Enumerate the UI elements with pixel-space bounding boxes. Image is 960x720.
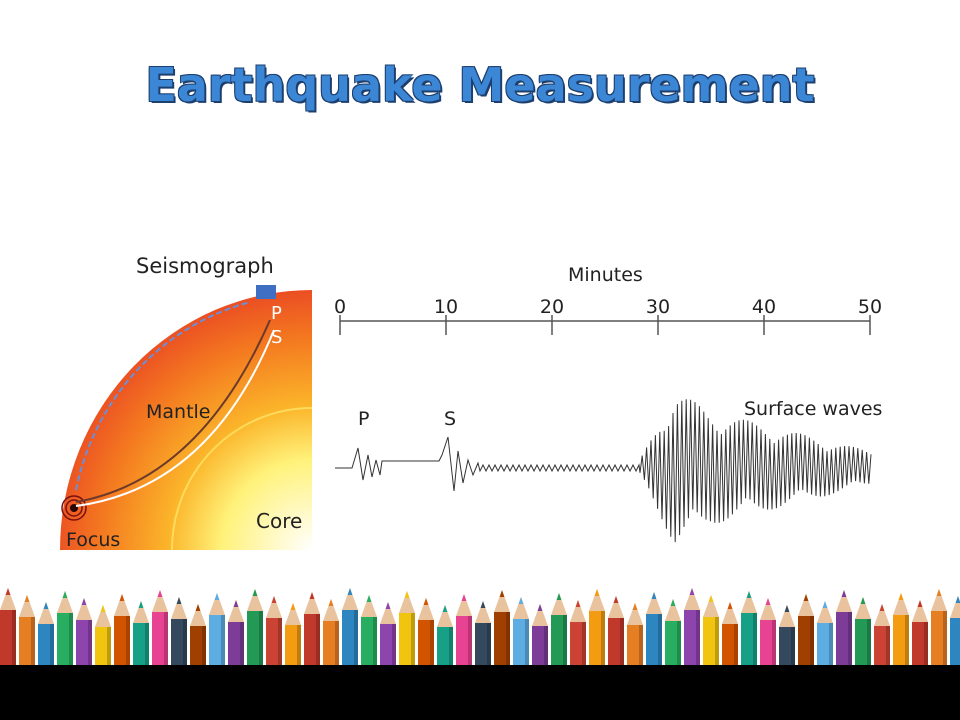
pencil bbox=[589, 589, 605, 665]
pencil bbox=[608, 596, 624, 665]
pencil bbox=[931, 589, 947, 665]
pencil bbox=[570, 600, 586, 665]
bottom-black-bar bbox=[0, 665, 960, 720]
colored-pencils-border bbox=[0, 588, 960, 665]
pencil bbox=[418, 598, 434, 665]
tick-label-20: 20 bbox=[540, 296, 564, 318]
pencil bbox=[437, 605, 453, 665]
pencil bbox=[513, 597, 529, 665]
pencil bbox=[494, 590, 510, 665]
focus-label: Focus bbox=[66, 529, 120, 551]
pencil bbox=[399, 591, 415, 665]
pencil bbox=[323, 599, 339, 665]
pencil bbox=[133, 601, 149, 665]
pencil bbox=[456, 594, 472, 665]
s-wave-path bbox=[75, 329, 275, 507]
pencil bbox=[893, 593, 909, 665]
seismograph-label: Seismograph bbox=[136, 254, 274, 278]
time-axis-ticks bbox=[339, 315, 871, 335]
pencil bbox=[190, 604, 206, 665]
tick-label-10: 10 bbox=[434, 296, 458, 318]
s-wave-label: S bbox=[444, 408, 456, 430]
seismograph-station bbox=[256, 285, 276, 299]
tick-label-40: 40 bbox=[752, 296, 776, 318]
pencil bbox=[209, 593, 225, 665]
pencil bbox=[817, 601, 833, 665]
pencil bbox=[874, 604, 890, 665]
pencil bbox=[76, 598, 92, 665]
pencil bbox=[114, 594, 130, 665]
focus-marker bbox=[61, 495, 87, 521]
pencil bbox=[646, 592, 662, 665]
pencil bbox=[266, 596, 282, 665]
mantle-label: Mantle bbox=[146, 401, 211, 423]
s-label: S bbox=[271, 327, 282, 348]
pencil bbox=[19, 595, 35, 665]
pencil bbox=[627, 603, 643, 665]
pencil bbox=[760, 598, 776, 665]
pencil bbox=[665, 599, 681, 665]
pencil bbox=[722, 602, 738, 665]
pencil bbox=[152, 590, 168, 665]
tick-label-50: 50 bbox=[858, 296, 882, 318]
pencil bbox=[684, 588, 700, 665]
pencil bbox=[171, 597, 187, 665]
surface-waves-trace-label: Surface waves bbox=[744, 398, 882, 420]
pencil bbox=[950, 596, 960, 665]
pencil bbox=[380, 602, 396, 665]
pencil bbox=[836, 590, 852, 665]
surface-wave-path bbox=[75, 301, 251, 491]
tick-label-30: 30 bbox=[646, 296, 670, 318]
pencil bbox=[532, 604, 548, 665]
pencil bbox=[703, 595, 719, 665]
p-wave-path bbox=[75, 319, 271, 503]
earth-cross-section-diagram: Seismograph P S Surface waves Mantle Cor… bbox=[60, 254, 313, 551]
pencil bbox=[57, 591, 73, 665]
pencil bbox=[779, 605, 795, 665]
pencil bbox=[551, 593, 567, 665]
p-label: P bbox=[271, 303, 282, 324]
pencil bbox=[228, 600, 244, 665]
pencil bbox=[475, 601, 491, 665]
pencil bbox=[342, 588, 358, 665]
minutes-axis-title: Minutes bbox=[568, 264, 643, 286]
pencil bbox=[855, 597, 871, 665]
pencil bbox=[247, 589, 263, 665]
core-boundary bbox=[171, 407, 313, 551]
pencil bbox=[798, 594, 814, 665]
slide-title: Earthquake Measurement bbox=[145, 58, 815, 112]
pencil bbox=[912, 600, 928, 665]
pencil bbox=[0, 588, 16, 665]
seismogram: Minutes 0 10 20 30 40 50 P S Surface wav… bbox=[334, 264, 882, 543]
pencil bbox=[38, 602, 54, 665]
pencil bbox=[95, 605, 111, 665]
pencil bbox=[741, 591, 757, 665]
tick-label-0: 0 bbox=[334, 296, 346, 318]
earth-quadrant bbox=[60, 290, 312, 550]
p-wave-label: P bbox=[358, 408, 369, 430]
seismogram-trace bbox=[335, 399, 872, 543]
pencil bbox=[361, 595, 377, 665]
pencil bbox=[285, 603, 301, 665]
pencil bbox=[304, 592, 320, 665]
core-label: Core bbox=[256, 509, 302, 533]
